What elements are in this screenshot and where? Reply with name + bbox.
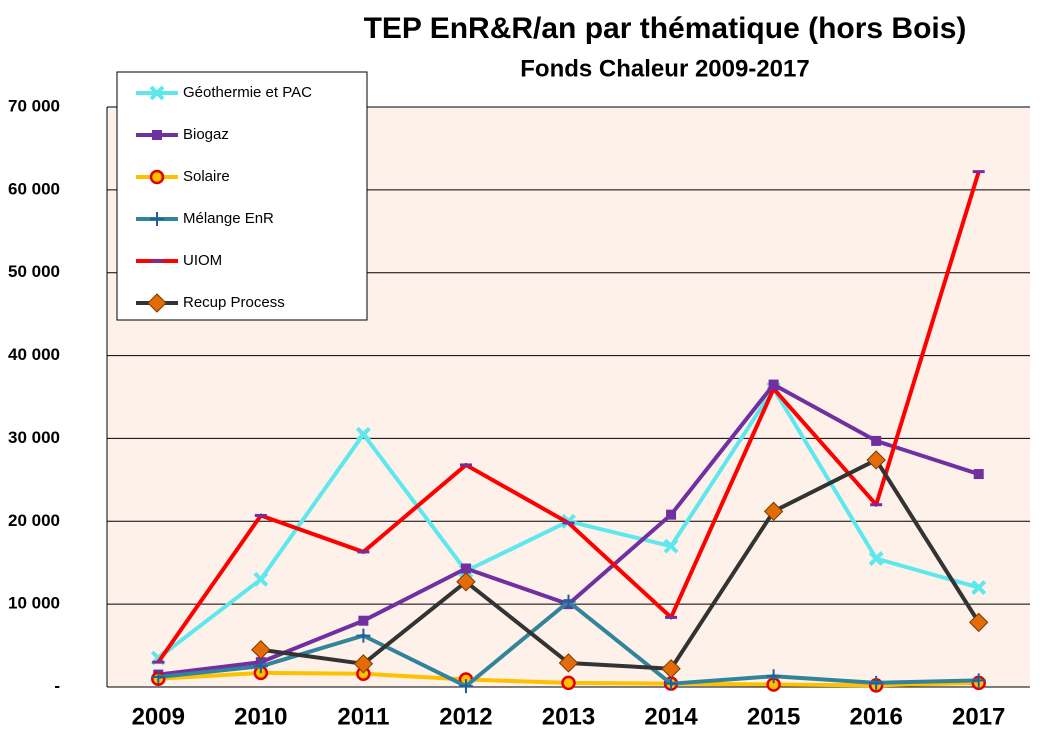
marker bbox=[666, 509, 677, 520]
x-tick-label: 2009 bbox=[132, 703, 185, 730]
marker bbox=[561, 594, 576, 609]
x-tick-label: 2012 bbox=[439, 703, 492, 730]
y-tick-label: 70 000 bbox=[8, 96, 60, 115]
marker bbox=[663, 538, 679, 554]
marker bbox=[973, 469, 984, 480]
marker bbox=[561, 675, 576, 691]
x-tick-label: 2011 bbox=[337, 703, 389, 730]
y-tick-label: 20 000 bbox=[8, 511, 60, 530]
x-tick-label: 2015 bbox=[747, 703, 800, 730]
marker bbox=[768, 379, 779, 390]
legend-label: Recup Process bbox=[183, 294, 285, 311]
y-tick-label: 30 000 bbox=[8, 428, 60, 447]
y-tick-label: 10 000 bbox=[8, 594, 60, 613]
marker bbox=[253, 659, 268, 674]
marker bbox=[355, 426, 371, 442]
marker bbox=[251, 640, 271, 660]
marker bbox=[868, 551, 884, 566]
legend-marker bbox=[149, 85, 165, 101]
y-tick-label: 50 000 bbox=[8, 262, 60, 281]
marker bbox=[456, 572, 476, 592]
marker bbox=[558, 653, 579, 673]
marker bbox=[151, 670, 166, 685]
marker bbox=[356, 628, 371, 643]
legend-box bbox=[116, 71, 368, 321]
legend-marker bbox=[150, 212, 164, 226]
legend-label: Mélange EnR bbox=[183, 210, 274, 227]
chart-subtitle: Fonds Chaleur 2009-2017 bbox=[520, 55, 809, 82]
marker bbox=[971, 580, 987, 595]
x-tick-label: 2017 bbox=[952, 703, 1005, 730]
legend-label: UIOM bbox=[183, 252, 222, 269]
marker bbox=[763, 501, 784, 522]
y-tick-label: 60 000 bbox=[8, 179, 60, 198]
y-tick-label: - bbox=[54, 676, 60, 695]
marker bbox=[866, 450, 886, 470]
marker bbox=[661, 659, 681, 679]
marker bbox=[969, 612, 989, 633]
marker bbox=[869, 675, 884, 690]
series-line bbox=[260, 457, 981, 671]
x-tick-label: 2014 bbox=[644, 703, 698, 730]
legend-label: Biogaz bbox=[183, 126, 229, 143]
legend-marker bbox=[152, 130, 162, 140]
marker bbox=[458, 679, 473, 694]
legend-marker bbox=[149, 169, 165, 185]
x-tick-label: 2010 bbox=[234, 703, 287, 730]
legend-label: Solaire bbox=[183, 168, 230, 185]
x-tick-label: 2013 bbox=[542, 703, 595, 730]
chart-title: TEP EnR&R/an par thématique (hors Bois) bbox=[364, 12, 967, 45]
marker bbox=[971, 673, 986, 688]
legend-label: Géothermie et PAC bbox=[183, 84, 312, 101]
marker bbox=[353, 654, 374, 674]
x-tick-label: 2016 bbox=[849, 703, 902, 730]
marker bbox=[460, 563, 471, 574]
marker bbox=[664, 676, 679, 691]
marker bbox=[358, 615, 369, 626]
y-tick-label: 40 000 bbox=[8, 345, 60, 364]
marker bbox=[871, 435, 882, 446]
marker bbox=[253, 571, 269, 587]
marker bbox=[766, 669, 781, 684]
legend-marker bbox=[147, 293, 167, 313]
